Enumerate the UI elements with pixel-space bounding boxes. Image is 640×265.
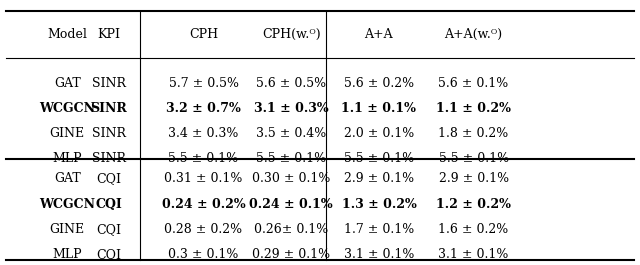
Text: 0.28 ± 0.2%: 0.28 ± 0.2% <box>164 223 243 236</box>
Text: 5.5 ± 0.1%: 5.5 ± 0.1% <box>438 152 509 166</box>
Text: CPH: CPH <box>189 28 218 41</box>
Text: 5.6 ± 0.1%: 5.6 ± 0.1% <box>438 77 509 90</box>
Text: WCGCN: WCGCN <box>39 197 95 211</box>
Text: CQI: CQI <box>96 248 122 261</box>
Text: GAT: GAT <box>54 77 81 90</box>
Text: 3.1 ± 0.3%: 3.1 ± 0.3% <box>254 102 328 115</box>
Text: 5.5 ± 0.1%: 5.5 ± 0.1% <box>168 152 239 166</box>
Text: 0.26± 0.1%: 0.26± 0.1% <box>254 223 328 236</box>
Text: GINE: GINE <box>50 223 84 236</box>
Text: GINE: GINE <box>50 127 84 140</box>
Text: 3.4 ± 0.3%: 3.4 ± 0.3% <box>168 127 239 140</box>
Text: 2.9 ± 0.1%: 2.9 ± 0.1% <box>344 172 414 185</box>
Text: 5.6 ± 0.5%: 5.6 ± 0.5% <box>256 77 326 90</box>
Text: CQI: CQI <box>96 172 122 185</box>
Text: MLP: MLP <box>52 248 82 261</box>
Text: 5.7 ± 0.5%: 5.7 ± 0.5% <box>168 77 239 90</box>
Text: 1.8 ± 0.2%: 1.8 ± 0.2% <box>438 127 509 140</box>
Text: 3.5 ± 0.4%: 3.5 ± 0.4% <box>256 127 326 140</box>
Text: MLP: MLP <box>52 152 82 166</box>
Text: 2.0 ± 0.1%: 2.0 ± 0.1% <box>344 127 414 140</box>
Text: WCGCN: WCGCN <box>39 102 95 115</box>
Text: 3.1 ± 0.1%: 3.1 ± 0.1% <box>344 248 414 261</box>
Text: A+A(w.ᴼ): A+A(w.ᴼ) <box>445 28 502 41</box>
Text: KPI: KPI <box>97 28 120 41</box>
Text: 1.1 ± 0.2%: 1.1 ± 0.2% <box>436 102 511 115</box>
Text: 5.6 ± 0.2%: 5.6 ± 0.2% <box>344 77 414 90</box>
Text: 0.24 ± 0.1%: 0.24 ± 0.1% <box>250 197 333 211</box>
Text: SINR: SINR <box>90 102 127 115</box>
Text: CQI: CQI <box>96 223 122 236</box>
Text: 1.6 ± 0.2%: 1.6 ± 0.2% <box>438 223 509 236</box>
Text: 1.2 ± 0.2%: 1.2 ± 0.2% <box>436 197 511 211</box>
Text: SINR: SINR <box>92 152 126 166</box>
Text: A+A: A+A <box>365 28 393 41</box>
Text: 1.3 ± 0.2%: 1.3 ± 0.2% <box>342 197 416 211</box>
Text: 3.2 ± 0.7%: 3.2 ± 0.7% <box>166 102 241 115</box>
Text: 5.5 ± 0.1%: 5.5 ± 0.1% <box>344 152 414 166</box>
Text: 0.30 ± 0.1%: 0.30 ± 0.1% <box>252 172 330 185</box>
Text: Model: Model <box>47 28 87 41</box>
Text: 0.3 ± 0.1%: 0.3 ± 0.1% <box>168 248 239 261</box>
Text: 5.5 ± 0.1%: 5.5 ± 0.1% <box>256 152 326 166</box>
Text: GAT: GAT <box>54 172 81 185</box>
Text: 2.9 ± 0.1%: 2.9 ± 0.1% <box>438 172 509 185</box>
Text: 3.1 ± 0.1%: 3.1 ± 0.1% <box>438 248 509 261</box>
Text: 0.31 ± 0.1%: 0.31 ± 0.1% <box>164 172 243 185</box>
Text: 1.7 ± 0.1%: 1.7 ± 0.1% <box>344 223 414 236</box>
Text: 0.29 ± 0.1%: 0.29 ± 0.1% <box>252 248 330 261</box>
Text: SINR: SINR <box>92 77 126 90</box>
Text: CPH(w.ᴼ): CPH(w.ᴼ) <box>262 28 321 41</box>
Text: 0.24 ± 0.2%: 0.24 ± 0.2% <box>162 197 245 211</box>
Text: 1.1 ± 0.1%: 1.1 ± 0.1% <box>342 102 416 115</box>
Text: SINR: SINR <box>92 127 126 140</box>
Text: CQI: CQI <box>95 197 122 211</box>
